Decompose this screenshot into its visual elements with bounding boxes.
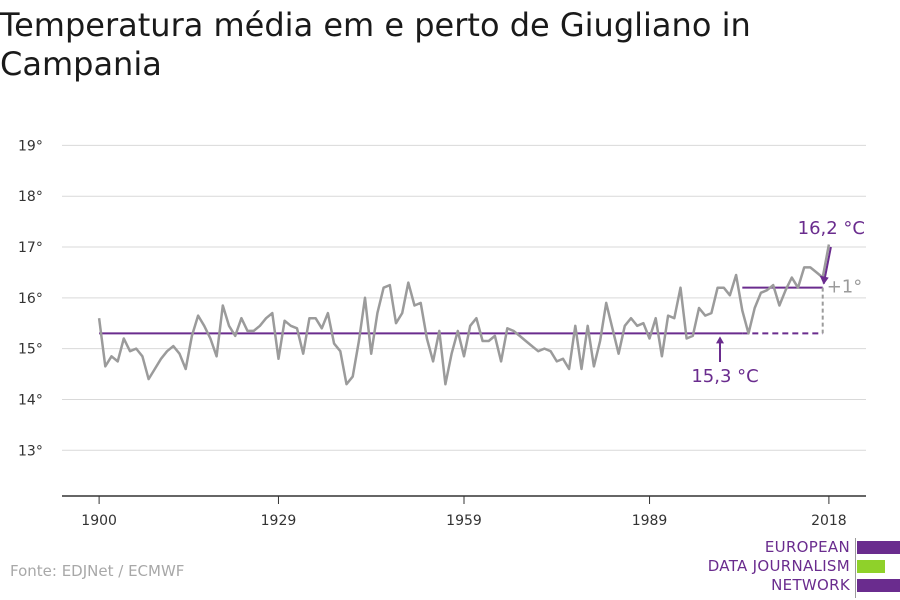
x-tick-label: 1989: [632, 513, 668, 529]
source-note: Fonte: EDJNet / ECMWF: [10, 562, 185, 580]
grid-lines: [62, 144, 866, 451]
difference-label: +1°: [827, 277, 863, 298]
y-tick-label: 13°: [18, 443, 43, 459]
logo-bar-middle: [857, 560, 885, 573]
y-tick-label: 17°: [18, 240, 43, 256]
baseline-label: 15,3 °C: [691, 366, 758, 387]
logo-line-2: DATA JOURNALISM: [707, 557, 850, 575]
logo-line-3: NETWORK: [771, 576, 850, 594]
recent-average-label: 16,2 °C: [798, 218, 865, 239]
y-axis-ticks: 13° 14° 15° 16° 17° 18° 19°: [18, 138, 43, 459]
x-tick-label: 1929: [261, 513, 297, 529]
baseline-label-arrowhead: [716, 336, 724, 344]
chart-title: Temperatura média em e perto de Giuglian…: [0, 6, 751, 83]
y-tick-label: 19°: [18, 138, 43, 154]
recent-label-arrowhead: [819, 275, 829, 285]
y-tick-label: 15°: [18, 342, 43, 358]
logo-bar-top: [857, 541, 900, 554]
logo-bar-bottom: [857, 579, 900, 592]
logo-divider: [855, 538, 856, 598]
reference-lines: [99, 286, 824, 335]
x-tick-label: 1900: [81, 513, 117, 529]
logo-line-1: EUROPEAN: [764, 538, 850, 556]
y-tick-label: 16°: [18, 291, 43, 307]
x-tick-label: 1959: [446, 513, 482, 529]
x-axis-ticks: 1900 1929 1959 1989 2018: [81, 496, 847, 529]
y-tick-label: 18°: [18, 189, 43, 205]
temperature-series-line: [97, 244, 831, 386]
y-tick-label: 14°: [18, 392, 43, 408]
x-tick-label: 2018: [811, 513, 847, 529]
temperature-chart: 13° 14° 15° 16° 17° 18° 19° 1900 1929 1959 1989 20…: [18, 138, 866, 529]
annotations: 16,2 °C 15,3 °C +1°: [691, 218, 865, 387]
edjnet-logo: EUROPEAN DATA JOURNALISM NETWORK: [700, 538, 900, 598]
